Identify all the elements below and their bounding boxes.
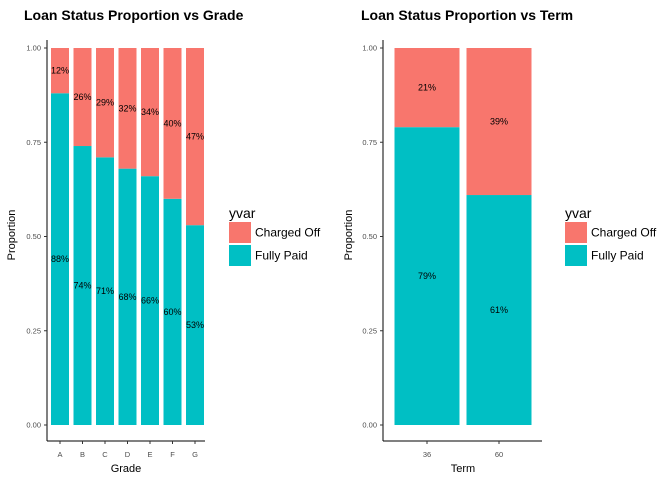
bar-data-label: 53% (186, 320, 204, 330)
x-tick-label: A (57, 450, 62, 459)
bar-charged-off (96, 48, 114, 158)
bar-charged-off (394, 48, 460, 128)
bar-data-label: 34% (141, 107, 159, 117)
bar-charged-off (118, 48, 137, 169)
bar-data-label: 61% (490, 305, 508, 315)
bar-data-label: 88% (51, 254, 69, 264)
y-tick-label: 1.00 (362, 44, 377, 53)
y-tick-label: 0.50 (26, 232, 41, 241)
bar-data-label: 71% (96, 286, 114, 296)
bar-fully-paid (51, 93, 69, 426)
chart-title: Loan Status Proportion vs Grade (24, 7, 244, 23)
bar-data-label: 40% (163, 118, 181, 128)
bar-data-label: 68% (118, 292, 136, 302)
bar-data-label: 79% (418, 271, 436, 281)
bar-data-label: 29% (96, 98, 114, 108)
x-tick-label: D (125, 450, 131, 459)
x-tick-label: G (192, 450, 198, 459)
legend: yvar Charged Off Fully Paid (229, 205, 321, 266)
bar-charged-off (186, 48, 204, 226)
bar-charged-off (51, 48, 69, 94)
chart-title: Loan Status Proportion vs Term (361, 7, 573, 23)
y-axis-title: Proportion (6, 210, 18, 261)
bar-charged-off (73, 48, 92, 147)
x-tick-label: E (147, 450, 152, 459)
bar-charged-off (141, 48, 159, 177)
bar-data-label: 39% (490, 117, 508, 127)
bar-fully-paid (73, 146, 92, 425)
legend-swatch (229, 245, 251, 266)
legend-label: Charged Off (255, 226, 321, 240)
chart-panel-2: Loan Status Proportion vs Term 0.00 0.25 0.… (343, 7, 657, 475)
bar-fully-paid (96, 157, 114, 425)
bar-data-label: 60% (163, 307, 181, 317)
legend-title: yvar (565, 205, 592, 221)
x-tick-label: 36 (423, 450, 431, 459)
y-tick-label: 0.00 (26, 421, 41, 430)
legend-title: yvar (229, 205, 256, 221)
y-tick-label: 0.50 (362, 232, 377, 241)
bar-fully-paid (186, 225, 204, 425)
x-tick-label: C (102, 450, 108, 459)
bar-fully-paid (118, 168, 137, 425)
legend-label: Fully Paid (591, 249, 644, 263)
bar-data-label: 66% (141, 296, 159, 306)
bar-charged-off (466, 48, 532, 196)
y-tick-label: 0.25 (26, 326, 41, 335)
bar-data-label: 26% (73, 92, 91, 102)
bar-fully-paid (163, 198, 182, 425)
legend-label: Fully Paid (255, 249, 308, 263)
y-axis-title: Proportion (343, 210, 355, 261)
legend-swatch (565, 222, 587, 243)
bar-fully-paid (394, 127, 460, 426)
y-tick-label: 1.00 (26, 44, 41, 53)
y-tick-label: 0.75 (26, 138, 41, 147)
x-tick-label: 60 (495, 450, 503, 459)
x-axis-title: Term (451, 463, 475, 475)
bar-data-label: 32% (118, 103, 136, 113)
x-tick-label: F (170, 450, 175, 459)
bar-charged-off (163, 48, 182, 199)
legend: yvar Charged Off Fully Paid (565, 205, 657, 266)
y-tick-label: 0.75 (362, 138, 377, 147)
x-axis-title: Grade (111, 463, 142, 475)
legend-label: Charged Off (591, 226, 657, 240)
bar-fully-paid (466, 195, 532, 425)
bar-data-label: 21% (418, 83, 436, 93)
bar-data-label: 12% (51, 66, 69, 76)
chart-panel-1: Loan Status Proportion vs Grade 0.00 0.25 0… (6, 7, 321, 475)
y-tick-label: 0.00 (362, 421, 377, 430)
y-tick-label: 0.25 (362, 326, 377, 335)
bar-data-label: 47% (186, 132, 204, 142)
bar-fully-paid (141, 176, 159, 425)
x-tick-label: B (80, 450, 85, 459)
legend-swatch (565, 245, 587, 266)
bar-data-label: 74% (73, 281, 91, 291)
legend-swatch (229, 222, 251, 243)
